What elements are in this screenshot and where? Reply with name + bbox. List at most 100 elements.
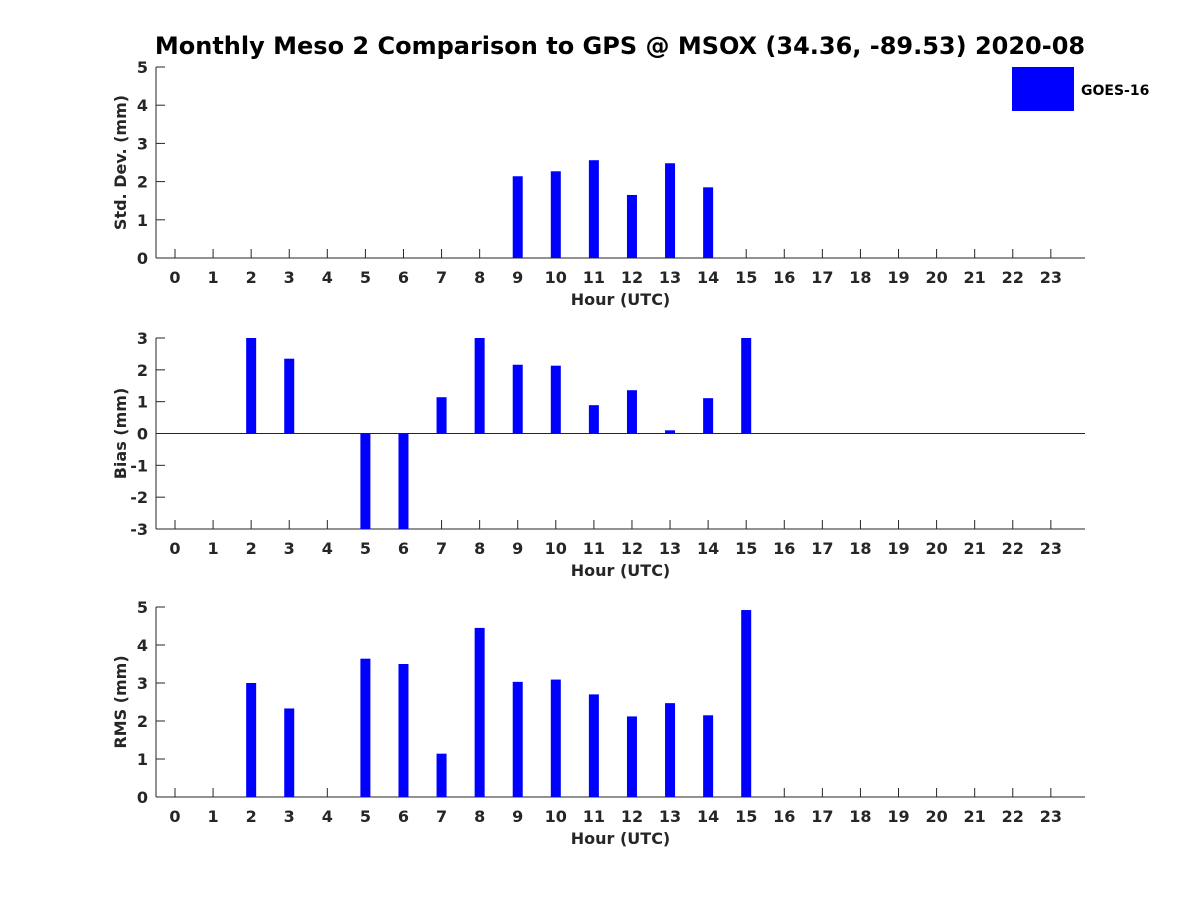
x-tick-label: 21: [964, 268, 986, 287]
bar-hour-2: [246, 683, 257, 797]
bar-hour-11: [588, 405, 599, 434]
bar-hour-9: [512, 176, 523, 258]
bar-hour-5: [360, 433, 371, 529]
x-tick-label: 8: [474, 268, 485, 287]
x-tick-label: 13: [659, 807, 681, 826]
x-tick-label: 22: [1002, 268, 1024, 287]
y-tick-label: 0: [137, 249, 148, 268]
x-tick-label: 9: [512, 807, 523, 826]
x-axis-label: Hour (UTC): [571, 290, 671, 309]
x-tick-label: 11: [583, 807, 605, 826]
x-tick-label: 21: [964, 539, 986, 558]
x-axis-label: Hour (UTC): [571, 561, 671, 580]
x-tick-label: 17: [811, 539, 833, 558]
y-tick-label: 4: [137, 636, 148, 655]
x-tick-label: 13: [659, 539, 681, 558]
x-tick-label: 20: [925, 539, 947, 558]
x-tick-label: 0: [169, 807, 180, 826]
x-tick-label: 2: [246, 807, 257, 826]
x-tick-label: 3: [284, 539, 295, 558]
legend-swatch: [1012, 67, 1074, 111]
x-tick-label: 22: [1002, 807, 1024, 826]
x-tick-label: 15: [735, 807, 757, 826]
x-tick-label: 1: [208, 807, 219, 826]
x-tick-label: 1: [208, 539, 219, 558]
x-tick-label: 6: [398, 807, 409, 826]
bar-hour-9: [512, 364, 523, 434]
x-tick-label: 17: [811, 807, 833, 826]
x-tick-label: 14: [697, 539, 719, 558]
bar-hour-8: [474, 338, 485, 434]
bar-hour-2: [246, 338, 257, 434]
bar-hour-6: [398, 664, 409, 797]
x-tick-label: 2: [246, 268, 257, 287]
y-tick-label: 1: [137, 750, 148, 769]
bar-hour-12: [626, 194, 637, 258]
bar-hour-15: [741, 338, 752, 434]
y-tick-label: 3: [137, 674, 148, 693]
x-tick-label: 10: [545, 807, 567, 826]
bar-hour-14: [703, 715, 714, 797]
y-tick-label: -3: [130, 520, 148, 539]
x-tick-label: 12: [621, 268, 643, 287]
x-tick-label: 1: [208, 268, 219, 287]
y-tick-label: 2: [137, 712, 148, 731]
legend: GOES-16: [1012, 67, 1149, 111]
x-tick-label: 19: [887, 539, 909, 558]
y-tick-label: 1: [137, 211, 148, 230]
x-tick-label: 11: [583, 539, 605, 558]
x-tick-label: 13: [659, 268, 681, 287]
x-tick-label: 19: [887, 268, 909, 287]
bar-hour-13: [665, 163, 676, 258]
x-tick-label: 23: [1040, 807, 1062, 826]
y-tick-label: 0: [137, 425, 148, 444]
y-tick-label: 0: [137, 788, 148, 807]
y-tick-label: 3: [137, 329, 148, 348]
chart-title: Monthly Meso 2 Comparison to GPS @ MSOX …: [155, 32, 1085, 60]
bar-hour-14: [703, 187, 714, 258]
x-tick-label: 3: [284, 807, 295, 826]
y-tick-label: 4: [137, 96, 148, 115]
x-tick-label: 18: [849, 807, 871, 826]
bar-hour-3: [284, 708, 295, 797]
y-axis-label: Bias (mm): [111, 388, 130, 480]
x-tick-label: 16: [773, 539, 795, 558]
bar-hour-9: [512, 681, 523, 797]
x-tick-label: 10: [545, 539, 567, 558]
bar-hour-6: [398, 433, 409, 529]
x-tick-label: 4: [322, 539, 333, 558]
x-tick-label: 15: [735, 539, 757, 558]
x-tick-label: 9: [512, 539, 523, 558]
x-tick-label: 20: [925, 807, 947, 826]
x-tick-label: 12: [621, 539, 643, 558]
x-tick-label: 0: [169, 539, 180, 558]
x-tick-label: 7: [436, 807, 447, 826]
x-tick-label: 22: [1002, 539, 1024, 558]
bar-hour-7: [436, 753, 447, 797]
x-tick-label: 15: [735, 268, 757, 287]
x-axis-label: Hour (UTC): [571, 829, 671, 848]
y-tick-label: 5: [137, 58, 148, 77]
x-tick-label: 8: [474, 539, 485, 558]
x-tick-label: 16: [773, 268, 795, 287]
bar-hour-15: [741, 610, 752, 797]
x-tick-label: 5: [360, 807, 371, 826]
y-tick-label: 2: [137, 361, 148, 380]
x-tick-label: 7: [436, 539, 447, 558]
x-tick-label: 2: [246, 539, 257, 558]
bar-hour-10: [550, 171, 561, 258]
y-axis-label: RMS (mm): [111, 655, 130, 748]
y-axis-label: Std. Dev. (mm): [111, 95, 130, 230]
bar-hour-10: [550, 365, 561, 434]
x-tick-label: 4: [322, 268, 333, 287]
bar-hour-5: [360, 658, 371, 797]
x-tick-label: 8: [474, 807, 485, 826]
x-tick-label: 16: [773, 807, 795, 826]
x-tick-label: 17: [811, 268, 833, 287]
y-tick-label: 3: [137, 134, 148, 153]
x-tick-label: 23: [1040, 268, 1062, 287]
x-tick-label: 11: [583, 268, 605, 287]
x-tick-label: 0: [169, 268, 180, 287]
